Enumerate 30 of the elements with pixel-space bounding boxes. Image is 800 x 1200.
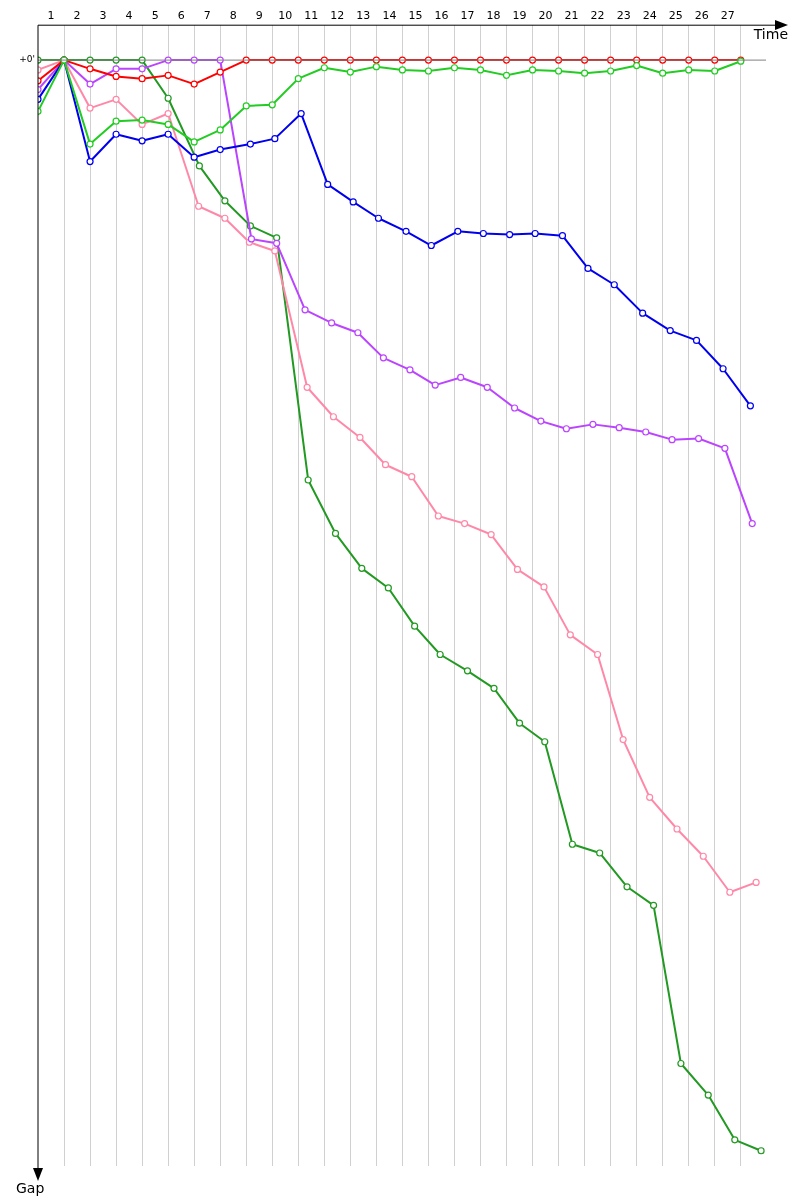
x-tick-label: 8 — [229, 9, 237, 23]
x-tick-label: 25 — [668, 9, 683, 23]
x-tick-label: 6 — [177, 9, 185, 23]
x-tick-label: 15 — [408, 9, 423, 23]
x-tick-label: 7 — [203, 9, 211, 23]
x-tick-label: 27 — [720, 9, 735, 23]
x-tick-label: 1 — [47, 9, 55, 23]
x-tick-label: 26 — [694, 9, 709, 23]
x-tick-label: 17 — [460, 9, 475, 23]
x-tick-label: 3 — [99, 9, 107, 23]
x-tick-label: 20 — [538, 9, 553, 23]
x-tick-label: 5 — [151, 9, 159, 23]
y-axis-title: Gap — [16, 1179, 45, 1196]
x-tick-label: 16 — [434, 9, 449, 23]
x-tick-label: 21 — [564, 9, 579, 23]
x-tick-label: 11 — [304, 9, 319, 23]
x-tick-label: 18 — [486, 9, 501, 23]
x-axis-title: Time — [752, 25, 788, 42]
x-tick-label: 24 — [642, 9, 657, 23]
x-tick-label: 12 — [330, 9, 345, 23]
ref-line-label: +0' — [19, 54, 35, 65]
x-tick-label: 14 — [382, 9, 397, 23]
x-tick-label: 2 — [73, 9, 81, 23]
x-tick-label: 10 — [278, 9, 293, 23]
x-tick-label: 19 — [512, 9, 527, 23]
x-tick-label: 9 — [255, 9, 263, 23]
x-tick-label: 13 — [356, 9, 371, 23]
x-tick-label: 22 — [590, 9, 605, 23]
x-tick-label: 23 — [616, 9, 631, 23]
x-tick-label: 4 — [125, 9, 133, 23]
